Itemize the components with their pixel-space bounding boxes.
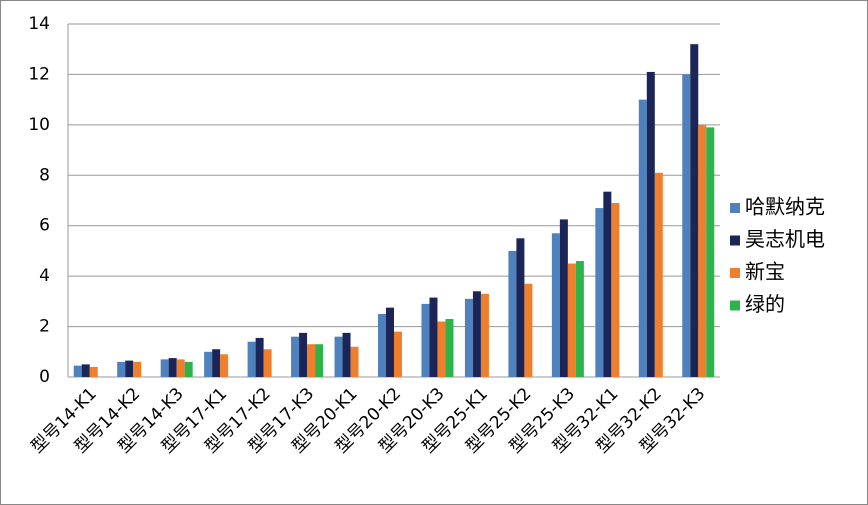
y-tick-label: 6 <box>39 216 50 236</box>
bar <box>690 44 699 378</box>
y-tick-label: 0 <box>39 367 50 387</box>
bar <box>247 341 256 377</box>
legend-label: 绿的 <box>745 292 785 316</box>
bar <box>698 124 707 377</box>
bar <box>595 208 604 377</box>
bar <box>263 349 272 377</box>
bar <box>160 359 169 377</box>
bar <box>603 191 612 377</box>
bar <box>291 336 300 377</box>
bar <box>575 261 584 377</box>
bar <box>184 361 193 377</box>
legend-swatch <box>730 268 740 278</box>
legend-label: 昊志机电 <box>745 227 825 251</box>
bar <box>212 349 221 377</box>
bar <box>81 364 90 377</box>
bar <box>682 74 691 377</box>
bar <box>524 283 533 377</box>
legend-label: 哈默纳克 <box>745 195 825 219</box>
bar <box>255 337 264 377</box>
bar <box>299 332 308 377</box>
y-tick-label: 4 <box>39 266 50 286</box>
bar <box>706 127 715 377</box>
bar <box>307 344 316 377</box>
bar <box>551 233 560 377</box>
bar <box>567 263 576 377</box>
bar <box>464 298 473 377</box>
bar <box>559 219 568 377</box>
y-tick-label: 10 <box>28 115 50 135</box>
bar <box>394 331 402 377</box>
bar <box>204 351 213 377</box>
bar <box>480 293 489 377</box>
y-tick-label: 14 <box>28 14 50 34</box>
bar <box>168 358 177 377</box>
bar <box>421 303 430 377</box>
bar <box>654 172 663 377</box>
bar <box>646 71 655 378</box>
legend-label: 新宝 <box>745 260 785 284</box>
legend-swatch <box>730 300 740 311</box>
bar <box>220 354 229 377</box>
bar <box>315 344 324 377</box>
legend-swatch <box>730 235 740 246</box>
bar <box>89 366 98 377</box>
bar <box>638 99 647 378</box>
y-tick-label: 2 <box>39 317 50 337</box>
bar <box>342 332 351 377</box>
bar <box>437 321 446 377</box>
bar <box>516 238 525 377</box>
bar <box>445 319 454 377</box>
bar <box>334 336 343 377</box>
y-tick-label: 8 <box>39 165 50 185</box>
bar <box>117 361 126 377</box>
bar <box>378 313 386 377</box>
bar <box>611 203 620 377</box>
bar <box>386 307 394 377</box>
bar <box>133 361 142 377</box>
bar <box>429 297 438 377</box>
bar <box>176 359 185 377</box>
bar <box>73 365 82 377</box>
bar <box>472 291 481 377</box>
y-tick-label: 12 <box>28 64 50 84</box>
bar <box>508 250 517 377</box>
bar <box>125 360 134 377</box>
legend-swatch <box>730 203 740 213</box>
bar <box>350 346 359 377</box>
